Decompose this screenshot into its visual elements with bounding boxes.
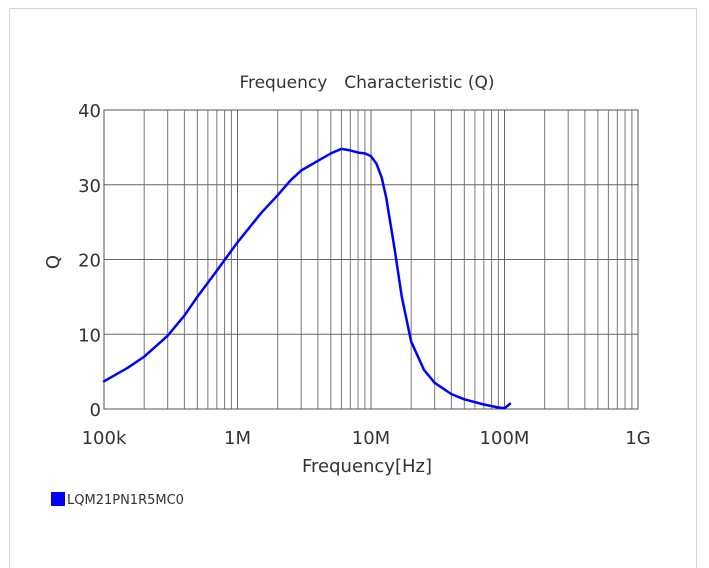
x-tick-label: 10M xyxy=(352,428,390,449)
x-axis-ticks: 100k 1M 10M 100M 1G xyxy=(82,428,651,449)
y-tick-label: 40 xyxy=(78,101,101,122)
chart-title: Frequency Characteristic (Q) xyxy=(239,73,494,93)
legend-swatch xyxy=(51,492,65,506)
x-tick-label: 1G xyxy=(625,428,650,449)
x-axis-label: Frequency[Hz] xyxy=(302,456,432,477)
plot-area-border xyxy=(103,109,639,410)
legend-label: LQM21PN1R5MC0 xyxy=(67,493,184,508)
x-tick-label: 100k xyxy=(82,428,127,449)
series-line-q xyxy=(102,147,512,410)
legend: LQM21PN1R5MC0 xyxy=(51,492,184,508)
series-layer xyxy=(102,147,512,410)
y-tick-label: 30 xyxy=(78,176,101,197)
y-axis-ticks: 0 10 20 30 40 xyxy=(78,101,101,421)
chart-container xyxy=(9,8,697,568)
x-tick-label: 1M xyxy=(224,428,251,449)
grid xyxy=(104,110,638,409)
y-axis-label: Q xyxy=(43,255,64,269)
x-tick-label: 100M xyxy=(480,428,530,449)
y-tick-label: 10 xyxy=(78,325,101,346)
y-tick-label: 20 xyxy=(78,251,101,272)
y-tick-label: 0 xyxy=(90,400,101,421)
